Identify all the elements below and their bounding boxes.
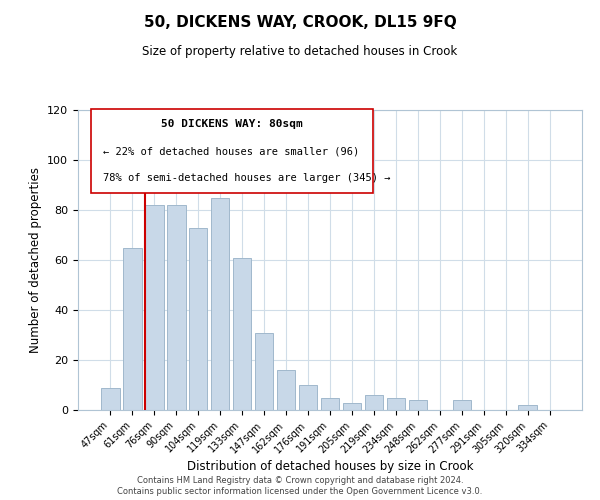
Bar	[101, 388, 119, 410]
Y-axis label: Number of detached properties: Number of detached properties	[29, 167, 41, 353]
Text: Size of property relative to detached houses in Crook: Size of property relative to detached ho…	[142, 45, 458, 58]
FancyBboxPatch shape	[91, 108, 373, 192]
Bar	[452, 400, 471, 410]
Bar	[365, 395, 383, 410]
Text: 78% of semi-detached houses are larger (345) →: 78% of semi-detached houses are larger (…	[103, 173, 391, 183]
Bar	[518, 405, 537, 410]
Bar	[255, 332, 274, 410]
Text: ← 22% of detached houses are smaller (96): ← 22% of detached houses are smaller (96…	[103, 146, 359, 156]
Text: 50, DICKENS WAY, CROOK, DL15 9FQ: 50, DICKENS WAY, CROOK, DL15 9FQ	[143, 15, 457, 30]
Text: 50 DICKENS WAY: 80sqm: 50 DICKENS WAY: 80sqm	[161, 119, 302, 129]
Bar	[211, 198, 229, 410]
Bar	[386, 398, 405, 410]
Bar	[320, 398, 340, 410]
Bar	[277, 370, 295, 410]
Text: Contains public sector information licensed under the Open Government Licence v3: Contains public sector information licen…	[118, 487, 482, 496]
Bar	[189, 228, 208, 410]
Bar	[299, 385, 317, 410]
Bar	[409, 400, 427, 410]
Bar	[167, 205, 185, 410]
Bar	[145, 205, 164, 410]
Bar	[233, 258, 251, 410]
X-axis label: Distribution of detached houses by size in Crook: Distribution of detached houses by size …	[187, 460, 473, 473]
Bar	[343, 402, 361, 410]
Bar	[123, 248, 142, 410]
Text: Contains HM Land Registry data © Crown copyright and database right 2024.: Contains HM Land Registry data © Crown c…	[137, 476, 463, 485]
